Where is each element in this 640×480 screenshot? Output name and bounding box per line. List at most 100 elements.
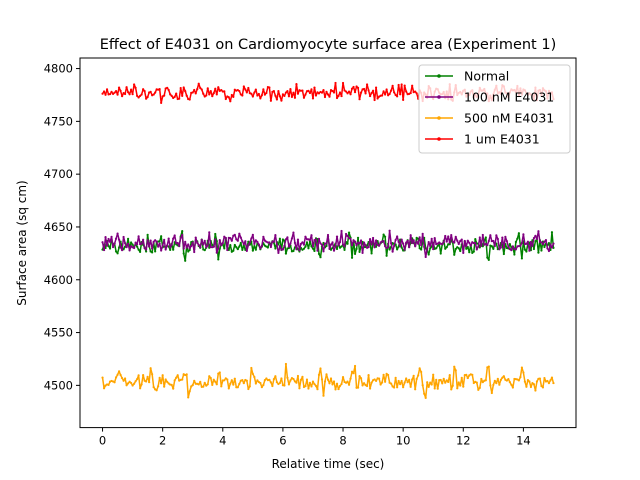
data-point xyxy=(325,373,328,376)
data-point xyxy=(188,390,191,393)
data-point xyxy=(371,89,375,92)
data-point xyxy=(193,379,196,382)
data-point xyxy=(379,383,382,386)
data-point xyxy=(319,256,322,259)
data-point xyxy=(328,95,331,98)
data-point xyxy=(399,382,402,386)
data-point xyxy=(511,386,514,389)
data-point xyxy=(471,373,474,376)
data-point xyxy=(456,239,459,242)
data-point xyxy=(520,241,523,245)
data-point xyxy=(436,242,439,245)
data-point xyxy=(166,380,169,383)
data-point xyxy=(444,381,447,384)
data-point xyxy=(411,241,414,245)
data-point xyxy=(170,243,173,246)
data-point xyxy=(546,379,549,383)
data-point xyxy=(436,387,439,390)
data-point xyxy=(209,376,212,380)
data-point xyxy=(408,378,411,381)
data-point xyxy=(403,84,406,87)
data-point xyxy=(274,247,277,250)
chart-title: Effect of E4031 on Cardiomyocyte surface… xyxy=(100,37,557,53)
data-point xyxy=(547,249,551,253)
data-point xyxy=(117,86,121,89)
data-point xyxy=(155,240,158,243)
data-point xyxy=(517,379,520,382)
data-point xyxy=(182,252,185,255)
data-point xyxy=(400,379,403,383)
data-point xyxy=(457,381,460,384)
data-point xyxy=(457,247,460,250)
data-point xyxy=(123,242,127,245)
data-point xyxy=(529,240,533,244)
data-point xyxy=(116,232,119,235)
data-point xyxy=(435,247,438,250)
data-point xyxy=(317,373,321,376)
data-point xyxy=(328,247,331,250)
data-point xyxy=(371,236,375,240)
data-point xyxy=(158,240,161,243)
data-point xyxy=(340,94,343,98)
data-point xyxy=(128,249,131,252)
data-point xyxy=(275,381,278,384)
data-point xyxy=(149,367,152,370)
data-point xyxy=(396,95,399,98)
data-point xyxy=(146,95,149,99)
data-point xyxy=(263,379,266,382)
data-point xyxy=(214,87,217,90)
data-point xyxy=(143,247,146,250)
data-point xyxy=(263,239,266,242)
data-point xyxy=(146,233,149,236)
data-point xyxy=(415,240,418,243)
data-point xyxy=(241,240,244,243)
data-point xyxy=(113,381,116,384)
data-point xyxy=(359,239,363,242)
data-point xyxy=(320,91,324,94)
data-point xyxy=(307,387,310,390)
data-point xyxy=(155,389,158,392)
data-point xyxy=(130,88,133,91)
data-point xyxy=(453,365,456,368)
data-point xyxy=(193,88,196,92)
data-point xyxy=(163,238,166,241)
data-point xyxy=(275,243,278,246)
data-point xyxy=(181,233,184,237)
data-point xyxy=(223,90,226,93)
data-point xyxy=(454,247,457,251)
data-point xyxy=(145,250,148,253)
data-point xyxy=(214,238,217,241)
data-point xyxy=(238,232,241,235)
data-point xyxy=(284,238,288,241)
data-point xyxy=(304,385,307,388)
data-point xyxy=(251,249,254,252)
data-point xyxy=(202,92,205,95)
data-point xyxy=(546,247,549,250)
data-point xyxy=(218,371,221,374)
data-point xyxy=(133,246,136,250)
data-point xyxy=(236,248,239,251)
data-point xyxy=(481,381,484,384)
data-point xyxy=(206,87,209,90)
data-point xyxy=(242,85,245,88)
data-point xyxy=(111,92,115,95)
data-point xyxy=(352,372,355,375)
data-point xyxy=(245,249,248,252)
data-point xyxy=(137,248,140,251)
data-point xyxy=(136,243,139,246)
data-point xyxy=(501,376,504,379)
data-point xyxy=(532,247,536,251)
data-point xyxy=(493,379,496,382)
data-point xyxy=(531,382,534,385)
data-point xyxy=(429,247,432,250)
data-point xyxy=(304,245,307,248)
data-point xyxy=(301,375,304,378)
data-point xyxy=(254,248,257,251)
data-point xyxy=(190,385,193,388)
data-point xyxy=(217,258,220,261)
data-point xyxy=(481,233,484,237)
data-point xyxy=(200,238,203,241)
y-tick-label: 4650 xyxy=(44,220,73,234)
data-point xyxy=(331,383,334,386)
data-point xyxy=(172,387,175,390)
